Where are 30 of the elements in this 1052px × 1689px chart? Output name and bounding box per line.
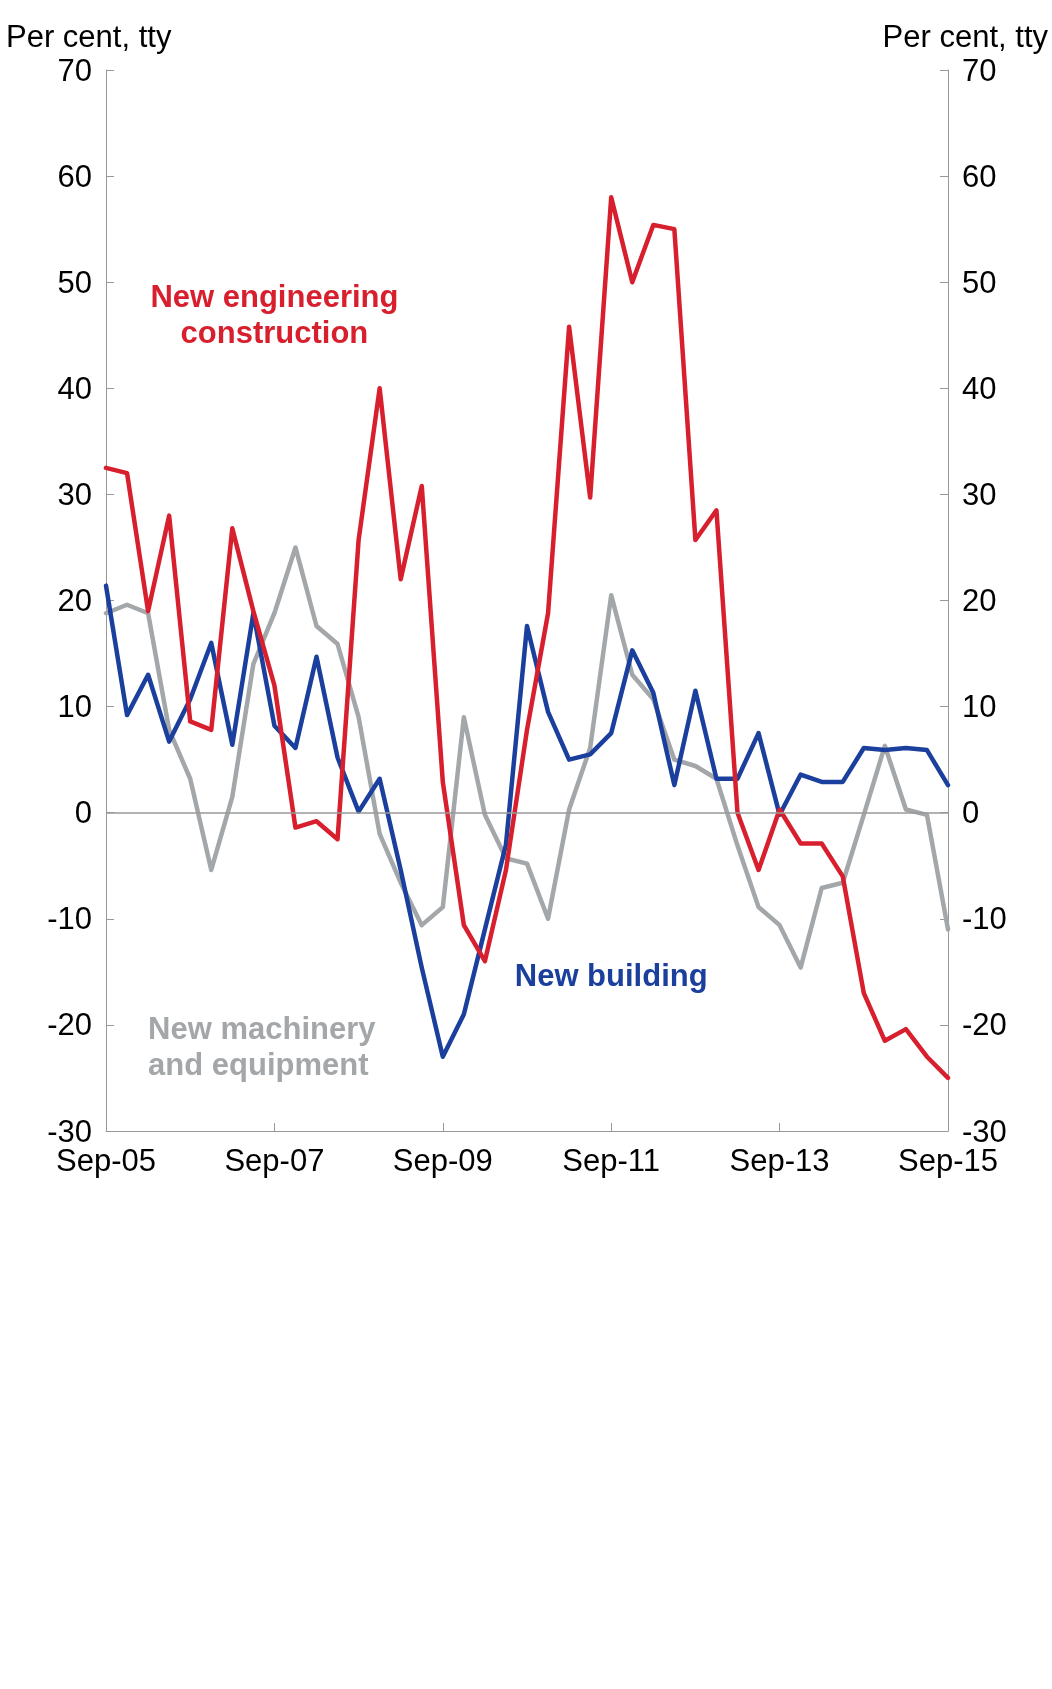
y2-tick-label: 70 xyxy=(962,52,997,88)
y-tick-label: 20 xyxy=(57,583,92,618)
y-tick-label: 10 xyxy=(57,689,92,725)
x-tick-label: Sep-11 xyxy=(562,1143,661,1178)
y2-axis-title: Per cent, tty xyxy=(882,19,1049,54)
y2-tick-label: 30 xyxy=(962,476,997,512)
y-tick-label: -20 xyxy=(47,1007,92,1043)
line-series xyxy=(103,195,951,1081)
y2-tick-label: -20 xyxy=(962,1007,1007,1043)
y-tick-label: 30 xyxy=(57,476,92,512)
y2-tick-label: -10 xyxy=(962,901,1007,937)
y2-tick-label: 40 xyxy=(962,370,997,406)
y2-tick-label: 50 xyxy=(962,264,997,300)
y-tick-label: 70 xyxy=(57,52,92,88)
y-tick-label: 40 xyxy=(57,370,92,406)
x-tick-label: Sep-07 xyxy=(224,1143,325,1178)
y-tick-label: 0 xyxy=(74,795,92,831)
y2-tick-label: 20 xyxy=(962,583,997,618)
x-tick-label: Sep-09 xyxy=(392,1143,493,1178)
y2-tick-label: 0 xyxy=(962,795,980,831)
y-axis-title: Per cent, tty xyxy=(6,19,172,54)
y-tick-label: 50 xyxy=(57,264,92,300)
y2-tick-label: 10 xyxy=(962,689,997,725)
x-tick-label: Sep-13 xyxy=(729,1143,830,1178)
series-label: New building xyxy=(514,957,708,993)
text: New machinery and equipment xyxy=(148,1010,377,1082)
y-tick-label: 60 xyxy=(57,158,92,194)
y2-tick-label: 60 xyxy=(962,158,997,194)
series-label: New engineering construction xyxy=(150,278,399,350)
y-tick-label: -10 xyxy=(47,901,92,937)
